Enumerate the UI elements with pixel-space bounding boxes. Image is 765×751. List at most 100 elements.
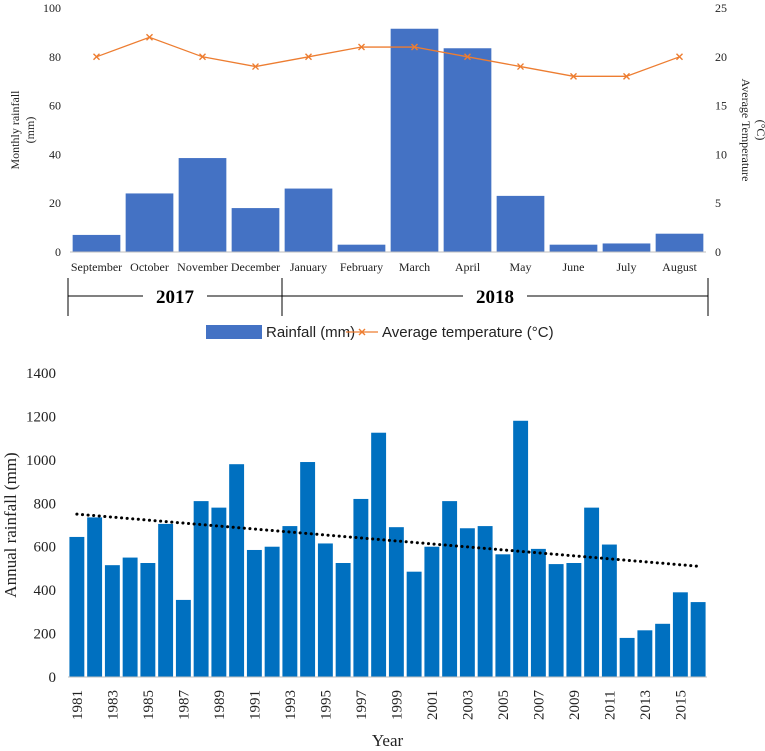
month-label: September xyxy=(71,260,122,274)
x-tick-label: 1981 xyxy=(70,690,86,720)
annual-rainfall-bar xyxy=(530,548,546,677)
right-y-tick-label: 5 xyxy=(715,196,721,210)
annual-rainfall-bar xyxy=(690,602,706,677)
temperature-point xyxy=(93,53,100,61)
left-y-tick-label: 100 xyxy=(43,1,61,15)
y-tick-label: 400 xyxy=(34,583,57,599)
legend-temperature-marker xyxy=(358,328,366,336)
annual-rainfall-bar xyxy=(388,527,404,677)
rainfall-bar xyxy=(337,244,386,252)
x-tick-label: 1999 xyxy=(389,690,405,720)
annual-rainfall-bar xyxy=(317,543,333,677)
right-y-tick-label: 0 xyxy=(715,245,721,259)
annual-rainfall-bar xyxy=(175,599,191,677)
x-tick-label: 1983 xyxy=(105,690,121,720)
temperature-point xyxy=(305,53,312,61)
x-tick-label: 1989 xyxy=(212,690,228,720)
temperature-point xyxy=(517,63,524,71)
annual-rainfall-bar xyxy=(619,637,635,677)
legend-rainfall-swatch xyxy=(206,325,262,339)
annual-rainfall-bar xyxy=(548,564,564,677)
legend-rainfall-label: Rainfall (mm) xyxy=(266,324,355,341)
x-tick-label: 2001 xyxy=(425,690,441,720)
month-label: June xyxy=(563,260,585,274)
annual-rainfall-bar xyxy=(211,507,227,677)
month-label: August xyxy=(662,260,697,274)
month-label: December xyxy=(231,260,280,274)
y-axis-label: Annual rainfall (mm) xyxy=(1,452,20,597)
annual-rainfall-bar xyxy=(566,563,582,677)
left-y-tick-label: 40 xyxy=(49,147,61,161)
month-label: October xyxy=(130,260,169,274)
x-tick-label: 1997 xyxy=(354,690,370,721)
trend-line xyxy=(75,512,700,568)
y-tick-label: 1000 xyxy=(26,453,56,469)
x-tick-label: 2011 xyxy=(602,691,618,720)
y-tick-label: 200 xyxy=(34,627,57,643)
right-y-tick-label: 20 xyxy=(715,50,727,64)
x-tick-label: 2005 xyxy=(496,690,512,720)
left-y-axis-label: Monthly rainfall(mm) xyxy=(8,90,37,170)
y-tick-label: 0 xyxy=(49,670,57,686)
annual-rainfall-bar xyxy=(424,546,440,677)
temperature-point xyxy=(623,72,630,80)
x-tick-label: 1985 xyxy=(141,690,157,720)
month-label: March xyxy=(399,260,430,274)
rainfall-bar xyxy=(284,188,333,252)
temperature-point xyxy=(146,33,153,41)
annual-rainfall-bar xyxy=(104,565,120,677)
annual-rainfall-bar xyxy=(193,501,209,677)
left-y-tick-label: 20 xyxy=(49,196,61,210)
annual-rainfall-bar xyxy=(655,623,671,677)
left-y-tick-label: 60 xyxy=(49,99,61,113)
y-tick-label: 1200 xyxy=(26,409,56,425)
annual-rainfall-bar xyxy=(672,592,688,677)
temperature-point xyxy=(199,53,206,61)
y-tick-label: 800 xyxy=(34,496,57,512)
x-tick-label: 1987 xyxy=(176,690,192,721)
y-tick-label: 1400 xyxy=(26,366,56,382)
rainfall-bar xyxy=(602,243,651,252)
annual-rainfall-bar xyxy=(513,420,529,677)
annual-rainfall-bar xyxy=(406,571,422,677)
annual-rainfall-bar xyxy=(371,432,387,677)
rainfall-bar xyxy=(390,28,439,252)
annual-rainfall-bar xyxy=(495,554,511,677)
x-tick-label: 2003 xyxy=(460,690,476,720)
temperature-point xyxy=(464,53,471,61)
annual-rainfall-bar xyxy=(264,546,280,677)
annual-rainfall-bar xyxy=(601,544,617,677)
annual-rainfall-bar xyxy=(335,563,351,677)
right-y-tick-label: 25 xyxy=(715,1,727,15)
annual-rainfall-bar xyxy=(158,523,174,677)
annual-rainfall-bar xyxy=(282,526,298,677)
month-label: February xyxy=(340,260,383,274)
annual-rainfall-bar xyxy=(87,517,103,677)
rainfall-bar xyxy=(231,208,280,252)
rainfall-bar xyxy=(549,244,598,252)
legend-temperature-label: Average temperature (°C) xyxy=(382,324,554,341)
temperature-point xyxy=(676,53,683,61)
annual-rainfall-bar xyxy=(477,526,493,677)
annual-rainfall-bar xyxy=(140,563,156,677)
annual-rainfall-bar xyxy=(122,557,138,677)
x-axis-label: Year xyxy=(372,731,404,750)
temperature-point xyxy=(411,43,418,51)
month-label: November xyxy=(177,260,228,274)
annual-rainfall-bar xyxy=(442,501,458,677)
x-tick-label: 1991 xyxy=(247,690,263,720)
year-label: 2017 xyxy=(156,287,195,308)
annual-rainfall-bar xyxy=(637,630,653,677)
x-tick-label: 2013 xyxy=(638,690,654,720)
x-tick-label: 1993 xyxy=(283,690,299,720)
rainfall-bar xyxy=(125,193,174,252)
month-label: January xyxy=(290,260,327,274)
rainfall-bar xyxy=(443,48,492,253)
rainfall-bar xyxy=(178,158,227,252)
right-y-axis-label-line: (°C) xyxy=(754,120,765,141)
left-y-tick-label: 0 xyxy=(55,245,61,259)
temperature-point xyxy=(358,43,365,51)
temperature-point xyxy=(570,72,577,80)
annual-rainfall-bar xyxy=(300,462,316,677)
